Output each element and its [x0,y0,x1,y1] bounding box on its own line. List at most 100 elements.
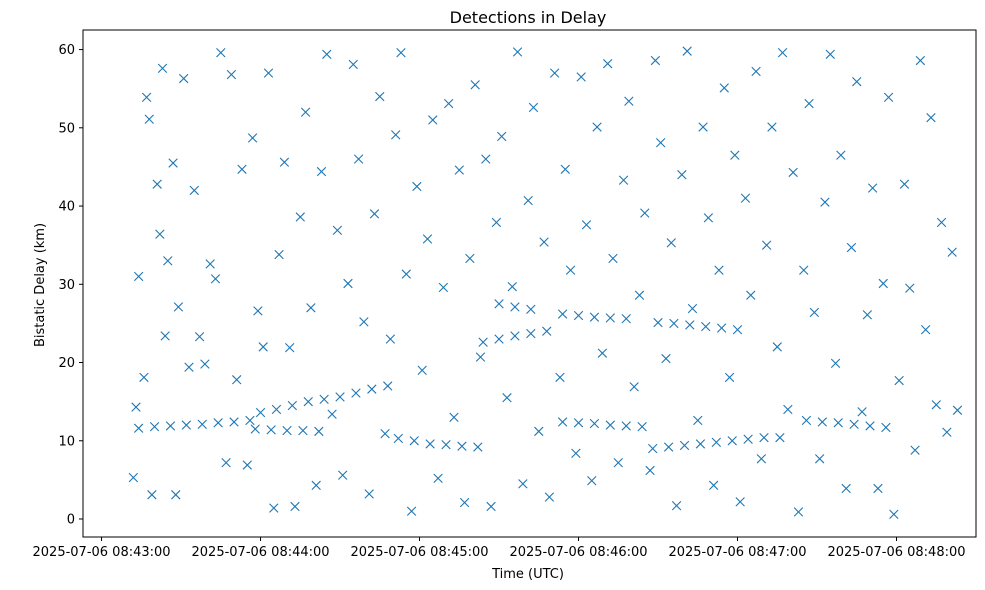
data-point [512,47,523,57]
data-point [624,96,634,106]
data-point [801,415,812,426]
data-point [438,282,449,293]
data-point [269,503,279,513]
data-point [443,98,454,109]
y-tick-label: 0 [67,513,75,528]
data-point [846,242,857,253]
data-point [401,269,411,279]
data-point [441,439,451,450]
data-point [539,237,549,247]
data-point [184,362,194,372]
data-point [716,323,727,333]
data-point [777,48,788,58]
data-point [701,321,711,332]
data-point [367,384,377,394]
data-point [306,303,316,313]
data-point [719,83,729,93]
data-point [290,501,300,512]
data-point [494,334,504,344]
data-point [650,55,661,66]
data-point [695,439,706,449]
y-axis: 0 10 20 30 40 50 60 [58,43,83,528]
data-point [894,375,904,386]
data-point [920,324,931,335]
data-point [165,421,176,431]
data-point [557,309,568,319]
data-point [746,290,756,300]
data-point [147,490,157,500]
data-point [303,396,313,407]
data-point [454,165,464,175]
data-point [369,209,380,219]
data-point [457,441,467,451]
data-point [298,425,308,436]
data-point [226,69,237,80]
data-point [889,509,899,519]
data-point [343,278,353,289]
data-point [671,501,682,511]
data-point [332,225,343,235]
data-point [263,68,274,78]
data-point [605,420,616,430]
x-tick-label: 2025-07-06 08:47:00 [668,545,806,560]
data-point [528,102,539,113]
data-point [727,436,737,446]
x-tick-label: 2025-07-06 08:48:00 [827,545,965,560]
data-point [605,313,616,323]
data-point [756,454,767,464]
data-point [573,310,584,321]
data-point [428,115,438,125]
data-point [409,436,419,446]
data-point [608,253,618,264]
data-point [478,337,488,347]
data-point [634,290,645,300]
data-point [761,240,772,250]
data-point [213,418,223,428]
data-point [873,483,883,494]
data-point [830,358,841,368]
data-point [171,490,181,500]
data-point [629,382,639,392]
data-point [534,426,544,437]
data-point [693,415,703,426]
data-point [327,409,337,419]
data-point [820,197,830,207]
data-point [380,429,390,439]
data-point [274,249,284,260]
y-tick-label: 20 [58,356,75,371]
data-point [189,185,199,196]
data-point [253,306,263,316]
data-point [881,422,891,433]
data-point [179,73,189,84]
data-point [322,49,332,59]
data-point [152,179,162,189]
data-point [396,48,406,58]
y-tick-label: 10 [58,434,75,449]
data-point [157,63,168,74]
data-point [282,425,292,436]
data-point [364,489,374,499]
data-point [295,212,305,222]
data-point [242,460,252,470]
data-point [181,420,192,430]
data-point [788,167,798,178]
chart-title: Detections in Delay [450,8,607,27]
data-point [799,265,809,275]
data-point [655,137,666,148]
data-point [542,326,552,336]
data-point [133,423,144,433]
data-point [141,92,152,102]
data-point [703,213,714,223]
data-point [743,434,753,444]
data-point [663,442,674,452]
data-point [250,424,260,434]
data-point [952,405,963,415]
data-point [393,433,404,444]
data-point [587,475,597,486]
data-point [287,400,298,411]
data-point [465,253,475,264]
data-point [335,392,345,402]
x-axis: 2025-07-06 08:43:00 2025-07-06 08:44:00 20… [33,537,966,560]
data-point [383,381,393,391]
data-point [852,76,862,87]
